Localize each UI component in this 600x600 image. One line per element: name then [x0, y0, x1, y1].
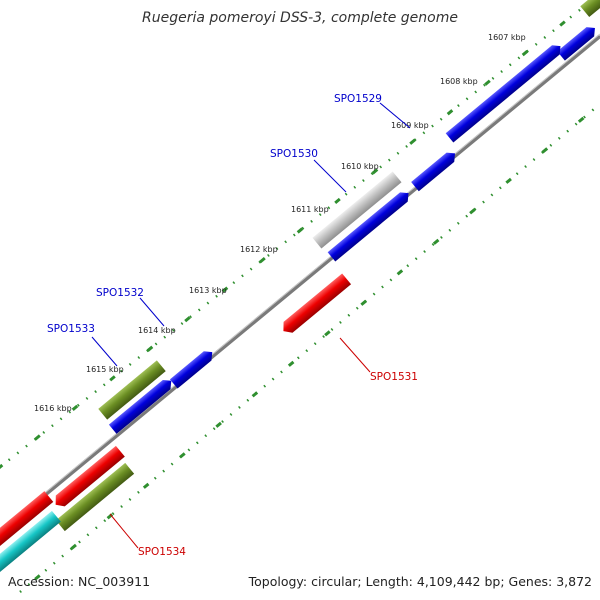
major-tick: [34, 574, 41, 581]
major-tick: [577, 116, 585, 123]
major-tick: [446, 109, 454, 116]
major-tick: [0, 463, 4, 469]
outer-tick-ring: [0, 0, 595, 468]
major-tick: [146, 345, 154, 352]
major-tick: [142, 482, 150, 489]
gene-feature-blue[interactable]: [557, 23, 599, 61]
gene-feature-olive[interactable]: [580, 0, 600, 18]
major-tick: [432, 238, 440, 245]
tick-label: 1616 kbp: [34, 404, 72, 413]
major-tick: [371, 168, 379, 175]
tick-label: 1613 kbp: [189, 286, 227, 295]
gene-feature-blue[interactable]: [169, 347, 216, 389]
leader-spo1533: [91, 336, 118, 367]
gene-feature-red[interactable]: [51, 445, 125, 510]
major-tick: [251, 391, 259, 398]
gene-feature-olive[interactable]: [55, 462, 135, 532]
gene-label-spo1531[interactable]: SPO1531: [370, 371, 418, 383]
map-title: Ruegeria pomeroyi DSS-3, complete genome: [142, 10, 458, 26]
major-tick: [296, 227, 304, 234]
major-tick: [324, 330, 331, 337]
genome-backbone-highlight: [0, 33, 600, 531]
tick-label: 1611 kbp: [291, 205, 329, 214]
gene-label-spo1532[interactable]: SPO1532: [96, 287, 144, 299]
topology-summary: Topology: circular; Length: 4,109,442 bp…: [248, 574, 592, 589]
gene-feature-blue[interactable]: [445, 41, 565, 143]
major-tick: [109, 375, 116, 382]
tick-label: 1607 kbp: [488, 33, 526, 42]
genome-backbone: [0, 34, 600, 534]
major-tick: [409, 138, 416, 145]
major-tick: [505, 177, 512, 184]
gene-label-spo1530[interactable]: SPO1530: [270, 148, 318, 160]
inner-tick-ring: [19, 103, 600, 593]
gene-label-spo1533[interactable]: SPO1533: [47, 323, 95, 335]
gene-label-spo1534[interactable]: SPO1534: [138, 546, 186, 558]
major-tick: [396, 269, 404, 276]
major-tick: [360, 299, 367, 306]
major-tick: [71, 404, 79, 411]
major-tick: [259, 256, 266, 264]
major-tick: [70, 543, 77, 550]
major-tick: [287, 360, 295, 367]
gene-feature-blue[interactable]: [327, 189, 413, 262]
tick-label: 1615 kbp: [86, 365, 124, 374]
major-ticks: [0, 20, 585, 581]
major-tick: [541, 147, 549, 154]
major-tick: [484, 79, 491, 86]
gene-feature-gray[interactable]: [312, 171, 402, 249]
major-tick: [559, 20, 566, 27]
gene-feature-red[interactable]: [279, 273, 352, 336]
major-tick: [334, 197, 341, 205]
tick-label: 1610 kbp: [341, 162, 379, 171]
leader-spo1531: [339, 337, 371, 373]
gene-label-spo1529[interactable]: SPO1529: [334, 93, 382, 105]
tick-label: 1609 kbp: [391, 121, 429, 130]
leader-spo1530: [313, 159, 347, 193]
leader-spo1529: [379, 102, 411, 129]
major-tick: [34, 434, 41, 441]
leader-spo1534: [109, 513, 139, 549]
major-tick: [179, 452, 186, 459]
tick-label: 1612 kbp: [240, 245, 278, 254]
gene-feature-olive[interactable]: [98, 360, 166, 420]
gene-feature-red[interactable]: [0, 491, 54, 553]
gene-feature-blue[interactable]: [411, 149, 459, 192]
major-tick: [184, 316, 191, 323]
major-tick: [469, 208, 476, 215]
major-tick: [221, 286, 229, 293]
leader-spo1532: [139, 297, 165, 327]
accession-text: Accession: NC_003911: [8, 574, 151, 589]
major-tick: [215, 421, 222, 428]
tick-label: 1614 kbp: [138, 326, 176, 335]
major-tick: [521, 50, 529, 57]
tick-label: 1608 kbp: [440, 77, 478, 86]
gene-feature-cyan[interactable]: [0, 510, 61, 576]
gene-feature-blue[interactable]: [108, 376, 175, 434]
